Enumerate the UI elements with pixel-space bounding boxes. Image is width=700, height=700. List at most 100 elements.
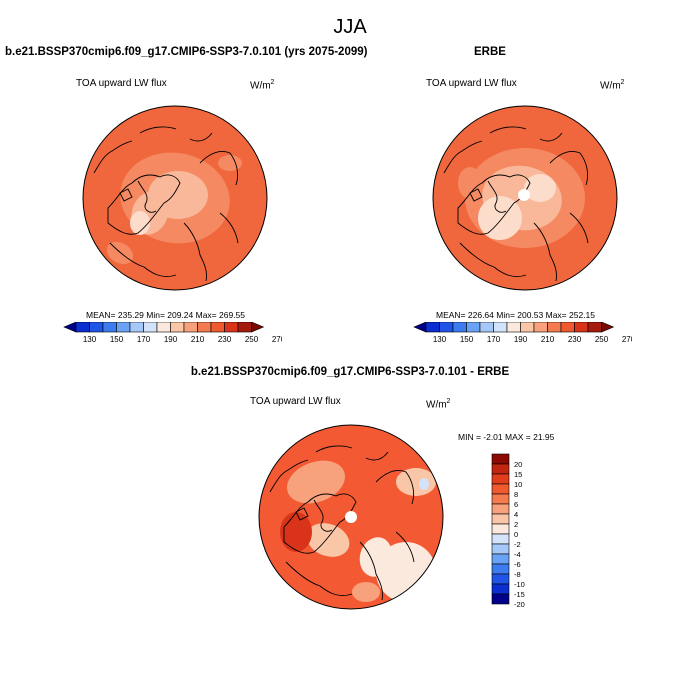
panel3-colorbar-swatch xyxy=(491,513,510,525)
panel3-colorbar-swatch xyxy=(491,563,510,575)
panel2-colorbar-swatch xyxy=(425,322,440,333)
panel1-colorbar-swatch xyxy=(197,322,212,333)
panel3-colorbar-tick-label: 0 xyxy=(514,530,518,539)
panel3-coastline xyxy=(375,470,415,505)
panel2-colorbar-swatch xyxy=(520,322,535,333)
panel2-colorbar-swatch xyxy=(466,322,481,333)
panel2-colorbar-swatch xyxy=(452,322,467,333)
panel3-contour-region xyxy=(419,478,429,490)
panel1-map xyxy=(82,105,268,291)
panel2-coastline xyxy=(469,188,483,202)
panel1-colorbar-tick-label: 210 xyxy=(191,335,205,344)
panel3-colorbar-swatch xyxy=(491,533,510,545)
panel3-colorbar-tick-label: -8 xyxy=(514,570,521,579)
panel3-contour-region xyxy=(306,523,350,557)
panel3-colorbar-tick-label: 10 xyxy=(514,480,522,489)
panel1-stats: MEAN= 235.29 Min= 209.24 Max= 269.55 xyxy=(86,310,246,320)
panel3-colorbar-swatch xyxy=(491,503,510,515)
panel1-coastline xyxy=(107,174,181,235)
panel2-variable-label: TOA upward LW flux xyxy=(426,78,517,89)
panel3-colorbar-tick-label: -20 xyxy=(514,600,525,609)
panel1-colorbar-swatch xyxy=(89,322,104,333)
panel3-coastline xyxy=(365,451,389,461)
panel2-colorbar-swatch xyxy=(493,322,508,333)
panel1-units-label: W/m2 xyxy=(250,79,274,91)
panel3-colorbar-swatch xyxy=(491,493,510,505)
panel2-pole-gap xyxy=(518,189,530,201)
panel1-colorbar-swatch xyxy=(237,322,252,333)
panel1-contour-region xyxy=(218,155,242,171)
panel3-contour-region xyxy=(396,468,436,496)
panel1-colorbar-swatch xyxy=(75,322,90,333)
panel2-coastline xyxy=(487,180,507,213)
panel2-map-border xyxy=(432,105,618,291)
panel3-colorbar-tick-label: 20 xyxy=(514,460,522,469)
panel2-colorbar-swatch xyxy=(439,322,454,333)
panel2-contour-region xyxy=(524,174,556,202)
panel3-colorbar-tick-label: 8 xyxy=(514,490,518,499)
panel1-coastline xyxy=(199,151,239,186)
panel3-colorbar-swatch xyxy=(491,523,510,535)
panel3-colorbar-swatch xyxy=(491,553,510,565)
panel3-coastline xyxy=(313,499,333,532)
panel2-colorbar-tick-label: 130 xyxy=(433,335,447,344)
panel2-colorbar-swatch xyxy=(506,322,521,333)
panel2-colorbar: 130 150 170 190 210 230 250 270 xyxy=(413,322,632,344)
panel3-colorbar-swatch xyxy=(491,473,510,485)
panel2-coastline xyxy=(549,151,589,186)
panel2-coastline xyxy=(539,132,563,142)
panel3-coastline xyxy=(269,459,309,493)
panel2-coastline xyxy=(489,126,527,134)
panel3-coastline xyxy=(395,531,415,563)
panel2-colorbar-tick-label: 210 xyxy=(541,335,555,344)
panel1-units: W/m xyxy=(250,80,271,92)
panel2-stats: MEAN= 226.64 Min= 200.53 Max= 252.15 xyxy=(436,310,596,320)
panel2-coastline xyxy=(533,222,557,282)
panel3-colorbar-tick-label: -2 xyxy=(514,540,521,549)
panel1-colorbar-low-arrow xyxy=(63,322,77,333)
panel2-colorbar-tick-label: 250 xyxy=(595,335,609,344)
panel3-contour-region xyxy=(286,460,346,504)
panel1-colorbar-tick-label: 150 xyxy=(110,335,124,344)
panel2-colorbar-swatch xyxy=(574,322,589,333)
panel3-stats: MIN = -2.01 MAX = 21.95 xyxy=(458,432,555,442)
panel2-colorbar-high-arrow xyxy=(601,322,615,333)
panel2-coastline xyxy=(457,174,531,235)
panel2-contour-region xyxy=(458,167,482,199)
panel3-colorbar-swatch xyxy=(491,543,510,555)
panel1-coastline xyxy=(139,126,177,134)
panel3-colorbar-tick-label: -15 xyxy=(514,590,525,599)
panel1-coastline xyxy=(183,222,207,282)
panel1-colorbar-tick-label: 130 xyxy=(83,335,97,344)
panel2-coastline xyxy=(459,242,527,278)
panel3-coastline xyxy=(283,493,357,554)
panel1-colorbar-swatch xyxy=(210,322,225,333)
panel3-coastline xyxy=(315,445,353,453)
panel3-colorbar-swatch xyxy=(491,453,510,465)
panel1-colorbar-swatch xyxy=(143,322,158,333)
panel1-coastline xyxy=(219,212,239,244)
panel1-coastline xyxy=(93,140,133,174)
panel3-colorbar-tick-label: -4 xyxy=(514,550,521,559)
panel3-variable-label: TOA upward LW flux xyxy=(250,396,341,407)
panel2-coastline xyxy=(443,140,483,174)
panel3-contour-region xyxy=(280,512,312,552)
panel1-coastline xyxy=(137,180,157,213)
panel1-colorbar-swatch xyxy=(102,322,117,333)
panel2-colorbar-swatch xyxy=(533,322,548,333)
panel1-map-border xyxy=(82,105,268,291)
panel2-colorbar-swatch xyxy=(587,322,602,333)
panel3-colorbar-tick-label: -10 xyxy=(514,580,525,589)
panel3-coastline xyxy=(295,507,309,521)
panel3-colorbar-tick-label: 2 xyxy=(514,520,518,529)
panel1-contour-region xyxy=(130,211,150,235)
panel2-colorbar-low-arrow xyxy=(413,322,427,333)
panel1-colorbar-high-arrow xyxy=(251,322,265,333)
panel1-field xyxy=(83,106,267,290)
panel1-colorbar: 130 150 170 190 210 230 250 270 xyxy=(63,322,282,344)
panel1-colorbar-swatch xyxy=(183,322,198,333)
panel2-map xyxy=(432,105,618,291)
panel3-colorbar-swatch xyxy=(491,483,510,495)
panel1-colorbar-swatch xyxy=(224,322,239,333)
